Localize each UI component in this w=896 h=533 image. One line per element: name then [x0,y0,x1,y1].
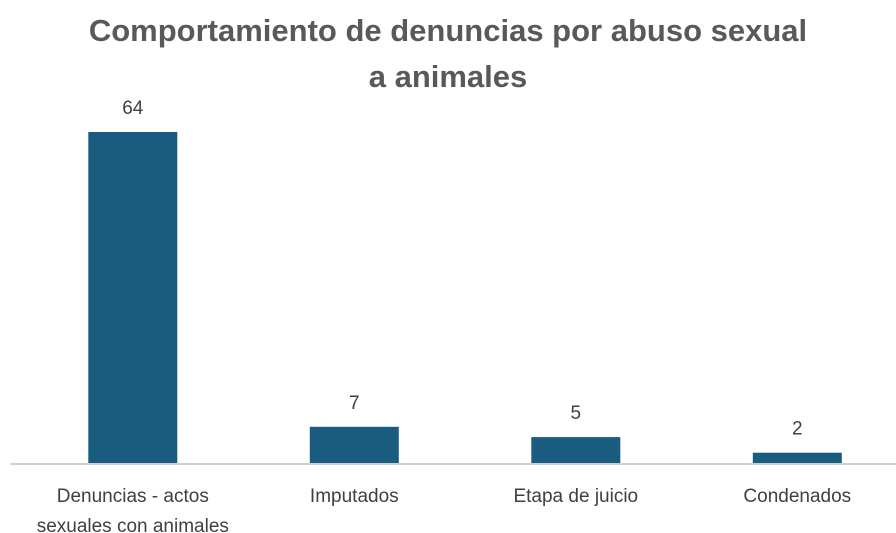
bar-1 [309,426,399,463]
bar-3 [752,452,842,463]
category-label-2: Etapa de juicio [513,486,638,507]
plot-area: 64 Denuncias - actos sexuales con animales… [10,98,896,533]
chart-title-line-1: Comportamiento de denuncias por abuso se… [88,13,808,48]
chart-title-line-2: a animales [368,59,528,94]
data-label-3: 2 [792,419,803,440]
category-label-0-line-0: Denuncias - actos [57,486,209,507]
data-label-0: 64 [122,98,144,119]
category-label-1: Imputados [310,486,399,507]
chart-title: Comportamiento de denuncias por abuso se… [0,8,896,100]
data-label-1: 7 [349,393,360,414]
bar-0 [88,132,178,463]
data-label-2: 5 [571,403,582,424]
bar-2 [531,437,621,463]
category-label-0-line-1: sexuales con animales [37,516,229,533]
category-label-3: Condenados [743,486,851,507]
